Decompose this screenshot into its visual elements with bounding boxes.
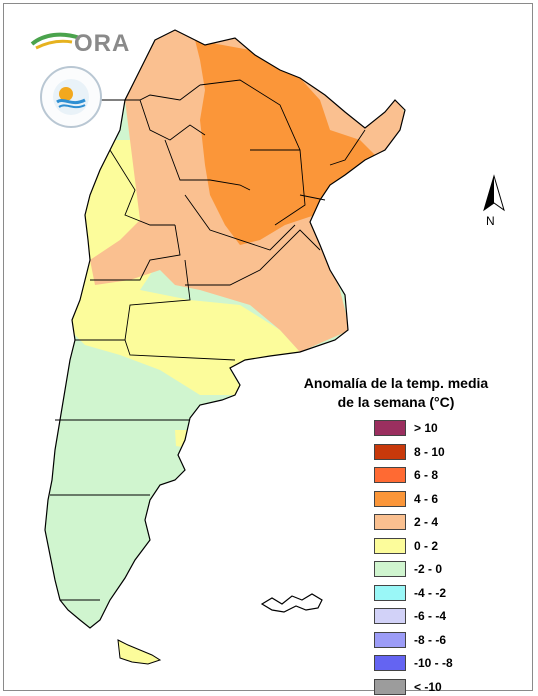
legend-swatch [374, 443, 406, 460]
legend-swatch [374, 608, 406, 624]
legend-item: 4 - 6 [374, 490, 524, 507]
legend-label: 6 - 8 [414, 468, 439, 482]
province-boundaries [50, 79, 366, 601]
legend-item: > 10 [374, 420, 524, 436]
map-frame [3, 3, 533, 691]
legend-item: 8 - 10 [374, 443, 524, 460]
legend-item: 2 - 4 [374, 514, 524, 530]
ora-logo-icon [30, 32, 81, 50]
legend-label: -10 - -8 [414, 656, 453, 670]
legend-label: < -10 [414, 679, 442, 694]
legend-label: -6 - -4 [414, 609, 447, 623]
legend-swatch [374, 631, 406, 648]
smn-seal-logo [40, 66, 102, 128]
legend-label: -8 - -6 [414, 632, 447, 647]
legend-item: 0 - 2 [374, 537, 524, 554]
legend-label: > 10 [414, 421, 438, 435]
legend-label: -2 - 0 [414, 562, 443, 576]
legend-item: -8 - -6 [374, 631, 524, 648]
legend-label: 0 - 2 [414, 538, 439, 553]
tierra-del-fuego [117, 639, 162, 665]
legend-label: 8 - 10 [414, 444, 445, 459]
legend-item: -4 - -2 [374, 584, 524, 601]
legend-title-line2: de la semana (°C) [337, 394, 455, 410]
malvinas-islands [260, 593, 323, 613]
legend-swatch [374, 537, 406, 554]
seal-sun-wave-icon [56, 87, 86, 109]
legend-title: Anomalía de la temp. media de la semana … [296, 374, 496, 412]
legend-swatch [374, 467, 406, 483]
north-label: N [486, 214, 495, 228]
legend-item: -2 - 0 [374, 561, 524, 577]
ora-logo-text: ORA [74, 30, 131, 57]
zone-4-6 [195, 40, 375, 245]
legend-swatch [374, 420, 406, 436]
legend-item: -6 - -4 [374, 608, 524, 624]
legend-swatch [374, 490, 406, 507]
legend-swatch [374, 561, 406, 577]
legend-item: 6 - 8 [374, 467, 524, 483]
legend-item: -10 - -8 [374, 655, 524, 671]
legend-label: 4 - 6 [414, 491, 439, 506]
legend-item: < -10 [374, 678, 524, 695]
legend-swatch [374, 584, 406, 601]
legend-label: -4 - -2 [414, 585, 447, 600]
north-arrow-icon [483, 174, 505, 212]
legend-swatch [374, 655, 406, 671]
legend-label: 2 - 4 [414, 515, 439, 529]
ora-logo: ORA [30, 28, 129, 62]
legend-swatch [374, 514, 406, 530]
legend-title-line1: Anomalía de la temp. media [303, 375, 489, 391]
zone-0-2 [70, 140, 300, 395]
legend-swatch [374, 678, 406, 695]
